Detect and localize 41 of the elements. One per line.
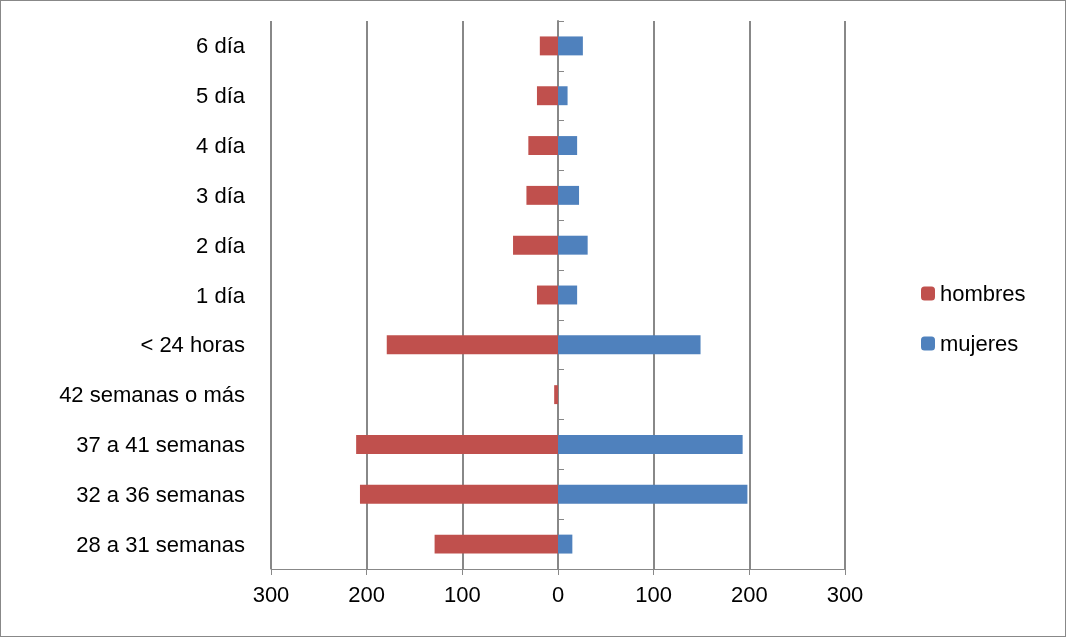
- bar: [558, 136, 578, 156]
- x-tick-label: 100: [443, 581, 481, 607]
- bar: [558, 86, 568, 106]
- x-tick-label: 200: [348, 581, 386, 607]
- bar: [558, 434, 743, 454]
- y-tick-label: 4 día: [196, 133, 246, 159]
- bar: [386, 335, 558, 355]
- bar: [558, 36, 583, 56]
- bar: [536, 285, 558, 305]
- legend-label: mujeres: [940, 331, 1019, 356]
- bar: [558, 534, 573, 554]
- y-tick-label: 32 a 36 semanas: [76, 481, 245, 507]
- y-tick-label: 28 a 31 semanas: [76, 531, 245, 557]
- y-tick-label: 3 día: [196, 182, 246, 208]
- bar: [536, 86, 558, 106]
- bar: [359, 484, 558, 504]
- y-tick-label: < 24 horas: [140, 332, 245, 358]
- y-tick-label: 42 semanas o más: [59, 382, 245, 408]
- bar: [558, 484, 748, 504]
- x-tick-label: 0: [551, 581, 565, 607]
- bar: [558, 285, 578, 305]
- y-tick-label: 5 día: [196, 83, 246, 109]
- bar: [528, 136, 558, 156]
- bar: [554, 385, 558, 405]
- bar: [539, 36, 558, 56]
- x-tick-label: 300: [826, 581, 864, 607]
- y-tick-label: 1 día: [196, 282, 246, 308]
- y-tick-label: 6 día: [196, 33, 246, 59]
- legend-label: hombres: [940, 281, 1026, 306]
- x-tick-label: 100: [635, 581, 673, 607]
- bar: [526, 185, 558, 205]
- bar: [356, 434, 558, 454]
- y-tick-label: 37 a 41 semanas: [76, 431, 245, 457]
- bar: [434, 534, 558, 554]
- bar: [558, 235, 588, 255]
- y-tick-label: 2 día: [196, 232, 246, 258]
- bar: [513, 235, 558, 255]
- x-tick-label: 200: [730, 581, 768, 607]
- x-tick-label: 300: [252, 581, 290, 607]
- bar: [558, 335, 701, 355]
- bar: [558, 185, 580, 205]
